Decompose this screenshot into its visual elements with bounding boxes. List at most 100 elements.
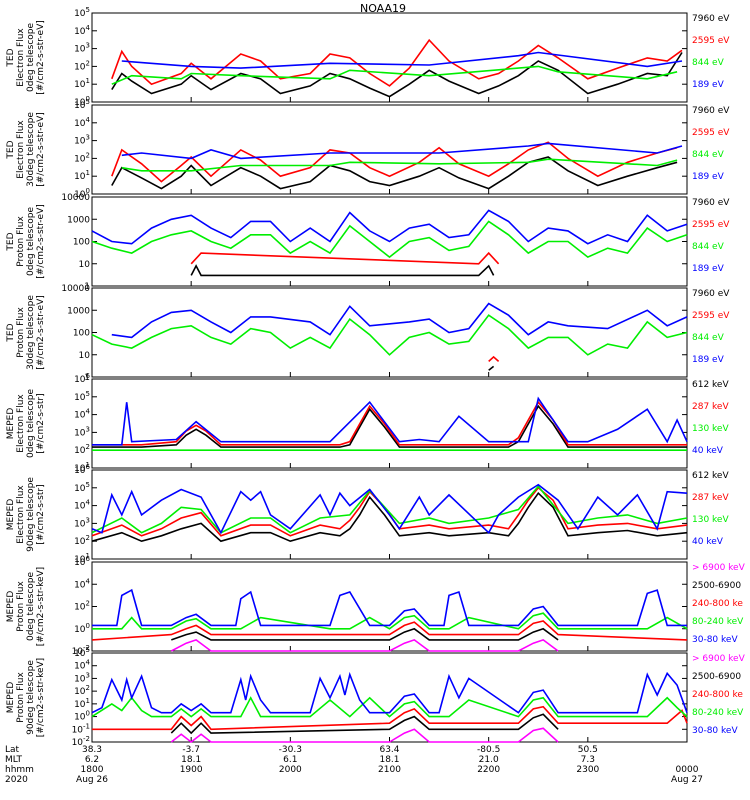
x-tick-label: 6.2 [85, 755, 99, 765]
x-tick-label: -30.3 [279, 745, 302, 755]
legend-entry: 287 keV [692, 493, 729, 503]
panel-1: 100 101 102 103 104 105 TEDElectron Flux0deg t… [6, 6, 730, 108]
y-tick-label: 103 [74, 516, 90, 529]
legend-entry: 287 keV [692, 402, 729, 412]
y-tick-label: 101 [74, 461, 90, 474]
x-tick-label: 18.1 [379, 755, 399, 765]
series-line [170, 727, 559, 744]
legend-entry: 30-80 keV [692, 635, 738, 645]
y-tick-label: 10000 [61, 193, 90, 203]
y-axis-label: MEPEDElectron Flux0deg telescope[#/cm2-s… [6, 389, 46, 459]
series-line [111, 141, 678, 183]
y-tick-label: 103 [74, 134, 90, 147]
y-tick-label: 100 [74, 95, 90, 108]
legend-entry: 7960 eV [692, 198, 730, 208]
panel-7: 10-2 100 102 104 106 MEPEDProton Flux0deg tel… [6, 555, 746, 657]
y-tick-label: 103 [74, 425, 90, 438]
series-line [488, 365, 495, 371]
y-tick-label: 100 [73, 329, 90, 339]
x-tick-label: 2100 [378, 765, 401, 775]
series-line [171, 627, 559, 641]
y-tick-label: 100 [74, 622, 90, 635]
legend-entry: > 6900 keV [692, 563, 746, 573]
series-line [91, 671, 688, 714]
legend-entry: 2500-6900 [692, 581, 741, 591]
y-tick-label: 105 [74, 98, 90, 111]
y-tick-label: 106 [74, 372, 90, 385]
legend-entry: 30-80 keV [692, 726, 738, 736]
legend-entry: 80-240 keV [692, 708, 744, 718]
y-axis-label: TEDElectron Flux30deg telescope[#/cm2-s-… [6, 112, 46, 187]
legend-entry: 2595 eV [692, 311, 730, 321]
y-tick-label: 102 [74, 684, 90, 697]
panel-4: 1 10 100 1000 10000 TEDProton Flux30deg teles… [6, 284, 730, 383]
y-tick-label: 101 [74, 552, 90, 565]
x-tick-label: -3.7 [182, 745, 200, 755]
y-tick-label: 1000 [67, 306, 90, 316]
legend-entry: 7960 eV [692, 14, 730, 24]
legend-entry: 189 eV [692, 264, 725, 274]
y-tick-label: 10000 [61, 284, 90, 294]
legend-entry: 240-800 ke [692, 599, 743, 609]
y-tick-label: 100 [73, 238, 90, 248]
x-tick-label: 0000 [676, 765, 699, 775]
y-tick-label: 104 [74, 577, 90, 590]
y-tick-label: 10-1 [72, 722, 90, 735]
legend-entry: 844 eV [692, 333, 725, 343]
legend-entry: 2500-6900 [692, 672, 741, 682]
y-tick-label: 105 [74, 6, 90, 19]
series-line [190, 264, 495, 277]
legend-entry: 2595 eV [692, 220, 730, 230]
series-line [121, 142, 683, 160]
y-tick-label: 10 [79, 260, 91, 270]
y-axis-label: MEPEDElectron Flux90deg telescope[#/cm2-… [6, 477, 46, 552]
y-tick-label: 10 [79, 351, 91, 361]
x-tick-label: Aug 27 [671, 775, 703, 785]
series-line [92, 588, 687, 627]
x-tick-label: -80.5 [477, 745, 500, 755]
series-line [170, 713, 559, 735]
y-tick-label: 101 [74, 169, 90, 182]
x-tick-label: 1900 [180, 765, 203, 775]
legend-entry: 844 eV [692, 150, 725, 160]
series-line [91, 314, 688, 356]
series-line [91, 483, 688, 535]
legend-entry: 189 eV [692, 355, 725, 365]
y-tick-label: 103 [74, 671, 90, 684]
series-line [92, 612, 688, 630]
series-line [121, 158, 678, 172]
legend-entry: 189 eV [692, 80, 725, 90]
x-tick-label: 18.1 [181, 755, 201, 765]
series-line [111, 38, 683, 87]
x-tick-label: 6.1 [283, 755, 297, 765]
legend-entry: 240-800 ke [692, 690, 743, 700]
y-tick-label: 104 [74, 408, 90, 421]
figure-title: NOAA19 [360, 2, 406, 15]
y-tick-label: 105 [74, 390, 90, 403]
x-tick-label: 63.4 [379, 745, 399, 755]
y-tick-label: 102 [74, 600, 90, 613]
y-tick-label: 10-2 [72, 735, 90, 748]
y-axis-label: TEDProton Flux0deg telescope[#/cm2-s-str… [6, 204, 46, 279]
series-line [170, 639, 559, 652]
legend-entry: 130 keV [692, 424, 729, 434]
series-line [91, 220, 688, 259]
series-line [121, 51, 683, 69]
y-tick-label: 104 [74, 499, 90, 512]
series-line [92, 396, 688, 446]
y-tick-label: 101 [74, 697, 90, 710]
x-tick-label: Aug 26 [76, 775, 108, 785]
series-line [190, 251, 500, 265]
series-line [91, 620, 688, 641]
y-tick-label: 103 [74, 42, 90, 55]
series-line [111, 65, 678, 85]
series-line [111, 52, 683, 98]
series-line [91, 491, 688, 543]
y-axis-label: TEDProton Flux30deg telescope[#/cm2-s-st… [6, 295, 46, 370]
y-tick-label: 10-2 [72, 644, 90, 657]
series-line [111, 156, 678, 190]
legend-entry: 7960 eV [692, 106, 730, 116]
